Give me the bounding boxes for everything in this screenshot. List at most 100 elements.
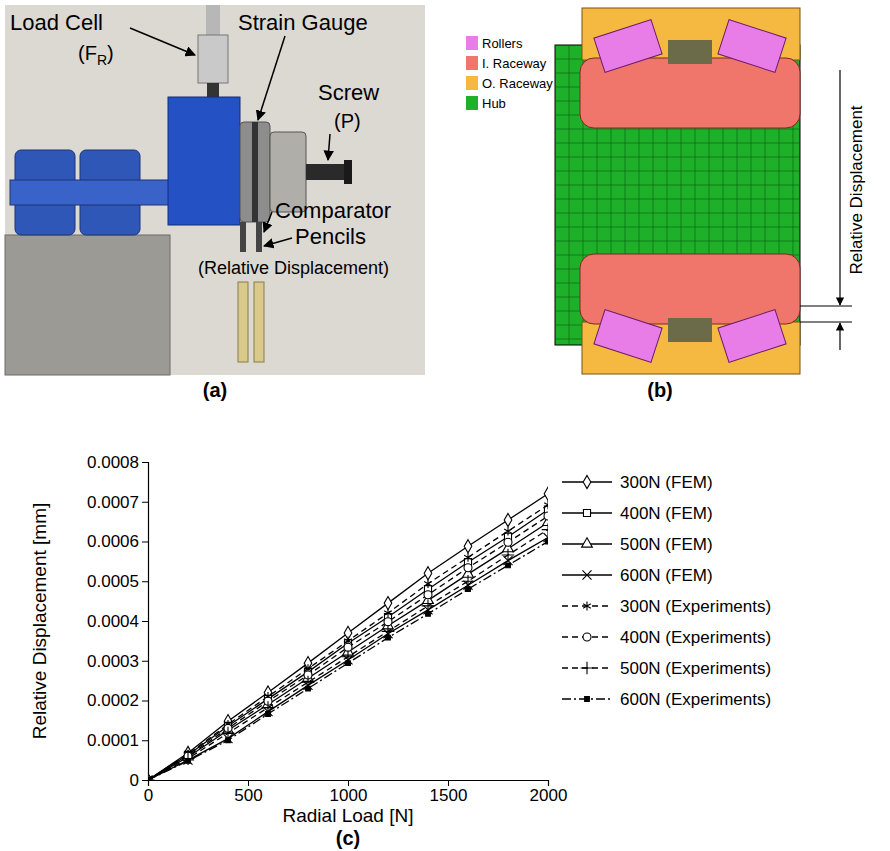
tick-label: 0.0007 <box>87 493 139 512</box>
marker <box>344 643 352 651</box>
screw-head <box>344 160 352 184</box>
legend-marker <box>582 538 593 547</box>
tick-label: 500 <box>234 786 262 805</box>
arrow <box>264 212 272 232</box>
tick-label: 2000 <box>530 786 568 805</box>
raceway-rib <box>668 318 712 342</box>
mesh-line <box>569 45 570 345</box>
marker <box>544 512 548 520</box>
tick-label: 0.0005 <box>87 572 139 591</box>
legend-marker <box>582 570 591 579</box>
mesh-line <box>555 129 800 130</box>
tick: 0.0005 <box>87 572 148 591</box>
tick: 0.0007 <box>87 493 148 512</box>
marker <box>426 612 431 617</box>
legend-label: 300N (FEM) <box>620 473 713 492</box>
label: (P) <box>334 110 361 132</box>
figure: Load Cell(FR)Strain GaugeScrew(P)Compara… <box>0 0 890 851</box>
marker <box>266 712 271 717</box>
legend: 300N (FEM)400N (FEM)500N (FEM)600N (FEM)… <box>562 473 771 709</box>
tick: 1500 <box>430 780 468 805</box>
x-axis: 0500100015002000 <box>144 780 568 805</box>
hub-mesh <box>555 45 800 345</box>
label: Load Cell <box>10 10 103 35</box>
marker <box>464 553 472 562</box>
marker <box>466 587 471 592</box>
tick: 0 <box>144 780 153 805</box>
roller <box>718 20 786 73</box>
panel-b: RollersI. RacewayO. RacewayHubRelative D… <box>462 8 866 401</box>
y-axis: 00.00010.00020.00030.00040.00050.00060.0… <box>87 453 149 790</box>
legend-label: 400N (FEM) <box>620 504 713 523</box>
comparator-pencil <box>256 222 262 252</box>
tick-label: 0.0001 <box>87 731 139 750</box>
mesh-line <box>555 143 800 144</box>
comparator-body <box>238 282 248 362</box>
load-cell <box>198 35 228 83</box>
mesh-line <box>555 45 556 345</box>
loading-block <box>168 97 240 225</box>
tick-mark <box>142 502 148 503</box>
label: (FR) <box>78 42 114 68</box>
marker <box>384 597 392 610</box>
tick-mark <box>142 621 148 622</box>
legend-label: 500N (FEM) <box>620 535 713 554</box>
label: Strain Gauge <box>238 10 368 35</box>
legend-label: O. Raceway <box>482 76 553 91</box>
marker <box>462 575 475 588</box>
marker <box>544 487 548 500</box>
tick-mark <box>142 581 148 582</box>
series-line <box>148 538 548 780</box>
tick: 500 <box>234 780 262 805</box>
tick-label: 0.0006 <box>87 532 139 551</box>
comparator-pencil <box>240 222 246 252</box>
marker <box>502 549 515 562</box>
arrow <box>258 36 285 120</box>
x-axis-title: Radial Load [N] <box>283 805 414 826</box>
legend-background <box>462 30 550 116</box>
marker <box>384 609 392 618</box>
screw <box>306 164 348 180</box>
dimension-arrow <box>839 323 840 350</box>
tick: 0.0001 <box>87 731 148 750</box>
marker <box>346 661 351 666</box>
dimension-label: Relative Displacement <box>847 105 866 274</box>
tick-mark <box>142 462 148 463</box>
shaft-housing <box>10 180 170 205</box>
roller <box>594 20 662 73</box>
marker <box>148 778 150 780</box>
legend-marker <box>585 697 590 702</box>
tick-label: 0.0002 <box>87 691 139 710</box>
series-line <box>148 542 548 781</box>
tick-label: 0.0008 <box>87 453 139 472</box>
mesh-line <box>555 199 800 200</box>
axis-line <box>142 463 149 781</box>
y-axis-title: Relative Displacement [mm] <box>29 503 50 740</box>
tick: 0.0008 <box>87 453 148 472</box>
tick-label: 0.0004 <box>87 612 139 631</box>
legend-label: 400N (Experiments) <box>620 628 771 647</box>
legend-label: Hub <box>482 96 506 111</box>
series-line <box>148 522 548 780</box>
panel-a: Load Cell(FR)Strain GaugeScrew(P)Compara… <box>5 5 425 401</box>
series-line <box>148 516 548 780</box>
tick: 0.0002 <box>87 691 148 710</box>
legend-swatch <box>466 56 478 70</box>
legend-marker <box>581 662 594 675</box>
mesh-line <box>555 241 800 242</box>
mesh-line <box>555 185 800 186</box>
photo-background <box>5 5 425 375</box>
arrow <box>328 134 330 160</box>
series-line <box>148 505 548 780</box>
legend-label: I. Raceway <box>482 56 547 71</box>
label: (Relative Displacement) <box>198 258 389 278</box>
label: Pencils <box>295 224 366 249</box>
label: Comparator <box>275 198 391 223</box>
tick-mark <box>142 740 148 741</box>
panel-label: (a) <box>203 379 227 401</box>
legend-marker <box>583 509 590 516</box>
tick-mark <box>142 542 148 543</box>
marker <box>226 738 231 743</box>
plot-area <box>148 487 548 780</box>
marker <box>464 540 472 553</box>
